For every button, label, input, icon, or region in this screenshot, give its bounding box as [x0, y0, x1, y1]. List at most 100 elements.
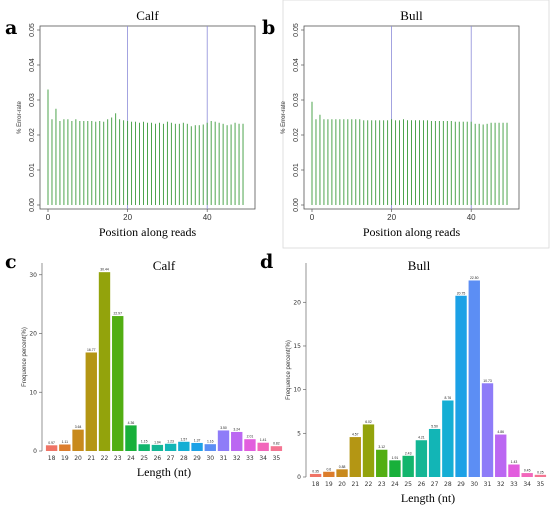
bar-value-label: 4.57 — [352, 433, 359, 437]
panel-letter-b: b — [262, 17, 275, 39]
x-tick-label: 24 — [127, 455, 135, 462]
plot-frame — [39, 25, 256, 210]
bar-value-label: 0.88 — [339, 465, 346, 469]
length-bar — [217, 430, 230, 451]
y-tick-label: 0.01 — [293, 163, 300, 177]
y-tick-label: 0.01 — [29, 163, 36, 177]
y-tick-label: 0.03 — [293, 93, 300, 107]
chart-title: Calf — [153, 258, 176, 273]
length-bar — [534, 474, 547, 477]
y-tick-label: 20 — [29, 331, 37, 338]
length-bar — [98, 272, 111, 451]
y-tick-label: 0.00 — [29, 198, 36, 212]
x-axis-label: Position along reads — [363, 225, 461, 239]
length-bar — [204, 444, 216, 451]
bar-value-label: 5.50 — [431, 424, 438, 428]
plot-frame — [303, 25, 520, 210]
x-tick-label: 40 — [467, 213, 476, 222]
length-bar — [138, 444, 150, 451]
x-tick-label: 33 — [510, 481, 518, 488]
bar-value-label: 2.01 — [247, 435, 254, 439]
bar-value-label: 22.50 — [470, 276, 479, 280]
chart-a-error-rate-calf: 0.00 0.01 0.02 0.03 0.04 0.05 0 20 40 Calf Positio… — [17, 8, 256, 239]
x-tick-label: 0 — [46, 213, 51, 222]
bar-value-label: 16.77 — [87, 348, 96, 352]
length-bar — [481, 383, 494, 477]
x-axis-label: Position along reads — [99, 225, 197, 239]
bar-value-label: 0.82 — [273, 442, 280, 446]
length-bar — [455, 295, 467, 477]
x-tick-label: 35 — [537, 481, 545, 488]
chart-title: Bull — [400, 8, 423, 23]
bar-value-label: 1.23 — [167, 439, 174, 443]
x-tick-label: 22 — [365, 481, 373, 488]
x-axis-label: Length (nt) — [137, 465, 191, 479]
x-tick-label: 18 — [48, 455, 56, 462]
x-tick-label: 0 — [310, 213, 315, 222]
y-tick-label: 0.03 — [29, 93, 36, 107]
bar-value-label: 30.44 — [100, 268, 109, 272]
bar-value-label: 4.21 — [418, 436, 425, 440]
y-tick-label: 0.04 — [29, 58, 36, 72]
y-tick-label: 0.05 — [293, 23, 300, 37]
chart-b-error-rate-bull: 0.00 0.01 0.02 0.03 0.04 0.05 0 20 40 Bull Positio… — [281, 8, 520, 239]
length-bar — [231, 431, 243, 451]
x-tick-label: 25 — [404, 481, 412, 488]
length-bar — [415, 440, 428, 477]
x-tick-label: 20 — [338, 481, 346, 488]
length-bar — [85, 352, 97, 451]
length-bar — [508, 464, 520, 477]
length-bar — [309, 473, 322, 477]
bar-value-label: 3.64 — [75, 425, 82, 429]
x-tick-label: 28 — [444, 481, 452, 488]
chart-title: Calf — [136, 8, 159, 23]
bar-value-label: 0.45 — [524, 469, 531, 473]
x-tick-label: 30 — [206, 455, 214, 462]
bar-value-label: 1.16 — [207, 440, 214, 444]
x-tick-label: 31 — [484, 481, 492, 488]
bar-value-label: 1.91 — [392, 456, 399, 460]
length-bar — [257, 442, 269, 451]
length-bar — [59, 444, 71, 451]
x-tick-label: 26 — [154, 455, 162, 462]
length-bar — [270, 446, 283, 451]
y-tick-label: 15 — [293, 343, 301, 350]
length-bar — [349, 437, 361, 477]
bar-value-label: 4.86 — [497, 430, 504, 434]
y-tick-label: 0.04 — [293, 58, 300, 72]
bar-value-label: 1.41 — [260, 438, 267, 442]
y-tick-label: 30 — [29, 272, 37, 279]
bar-value-label: 4.36 — [128, 421, 135, 425]
y-axis-label: % Error-rate — [281, 101, 287, 134]
bar-value-label: 2.43 — [405, 451, 412, 455]
y-axis-label: Frequence percent(%) — [22, 327, 28, 387]
x-tick-label: 19 — [61, 455, 69, 462]
length-bar — [191, 442, 203, 451]
length-bar — [521, 473, 533, 477]
y-axis-label: Frequence percent(%) — [286, 340, 292, 400]
length-bar — [362, 424, 375, 477]
bar-value-label: 0.35 — [312, 469, 319, 473]
x-tick-label: 18 — [312, 481, 320, 488]
x-tick-label: 26 — [418, 481, 426, 488]
length-bar — [376, 449, 388, 477]
panel-letter-c: c — [5, 251, 17, 273]
bar-value-label: 1.57 — [181, 437, 188, 441]
length-bar — [323, 471, 335, 477]
x-tick-label: 25 — [140, 455, 148, 462]
x-tick-label: 27 — [167, 455, 175, 462]
x-tick-label: 27 — [431, 481, 439, 488]
panel-letter-d: d — [260, 251, 273, 273]
x-tick-label: 23 — [378, 481, 386, 488]
length-bar — [112, 316, 124, 451]
length-bar — [151, 444, 164, 451]
length-bar — [164, 443, 177, 451]
length-bar — [495, 434, 507, 477]
x-tick-label: 32 — [497, 481, 505, 488]
x-tick-label: 19 — [325, 481, 333, 488]
x-tick-label: 24 — [391, 481, 399, 488]
chart-c-length-calf: 0.97 18 1.11 19 3.64 20 16.77 21 30.44 22 22.97 23 4… — [22, 258, 283, 479]
bar-value-label: 1.11 — [62, 440, 68, 444]
y-tick-label: 0.02 — [293, 128, 300, 142]
